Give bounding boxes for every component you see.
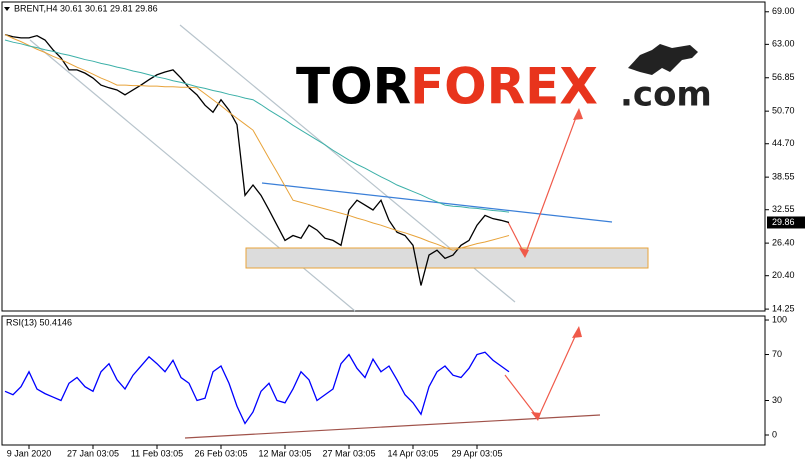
rsi-line xyxy=(4,351,510,425)
logo-bull xyxy=(628,44,698,75)
moving-average xyxy=(4,39,510,213)
x-tick-label: 11 Feb 03:05 xyxy=(131,448,183,458)
y-tick-label: 44.70 xyxy=(772,138,795,148)
menu-triangle xyxy=(4,7,10,11)
y-tick-label: 0 xyxy=(772,429,777,439)
rsi-panel xyxy=(1,315,766,446)
y-tick-label: 14.25 xyxy=(772,303,795,313)
y-tick-label: 30 xyxy=(772,395,782,405)
trend-line xyxy=(261,182,613,223)
y-tick-label: 100 xyxy=(772,314,787,324)
y-tick-label: 32.55 xyxy=(772,204,795,214)
x-tick-label: 14 Apr 03:05 xyxy=(387,448,438,458)
logo-text: TOR xyxy=(296,58,411,116)
forecast-arrow xyxy=(507,111,579,257)
moving-average xyxy=(4,34,510,251)
logo-text: FOREX xyxy=(410,58,598,116)
x-tick-label: 12 Mar 03:05 xyxy=(258,448,311,458)
rsi-trend-line xyxy=(184,414,601,439)
y-tick-label: 50.70 xyxy=(772,106,795,116)
y-tick-label: 38.55 xyxy=(772,172,795,182)
main-panel xyxy=(1,1,766,312)
x-tick-label: 27 Jan 03:05 xyxy=(67,448,119,458)
logo-text: .com xyxy=(620,75,712,115)
arrow-head xyxy=(519,248,529,258)
last-price-label: 29.86 xyxy=(772,217,795,227)
price-line xyxy=(4,33,510,286)
arrow-head xyxy=(531,412,541,421)
y-tick-label: 70 xyxy=(772,349,782,359)
x-tick-label: 26 Feb 03:05 xyxy=(194,448,247,458)
y-tick-label: 69.00 xyxy=(772,6,795,16)
arrow-head xyxy=(573,108,583,120)
y-tick-label: 56.85 xyxy=(772,72,795,82)
y-tick-label: 26.40 xyxy=(772,237,795,247)
x-tick-label: 27 Mar 03:05 xyxy=(322,448,375,458)
y-tick-label: 20.40 xyxy=(772,270,795,280)
last-price-box xyxy=(767,216,805,229)
x-tick-label: 9 Jan 2020 xyxy=(7,448,52,458)
x-tick-label: 29 Apr 03:05 xyxy=(451,448,502,458)
arrow-head xyxy=(572,326,582,338)
chart-title: BRENT,H4 30.61 30.61 29.81 29.86 xyxy=(14,3,158,13)
rsi-forecast-arrow xyxy=(504,329,579,420)
y-tick-label: 63.00 xyxy=(772,39,795,49)
rsi-title: RSI(13) 50.4146 xyxy=(6,317,72,327)
